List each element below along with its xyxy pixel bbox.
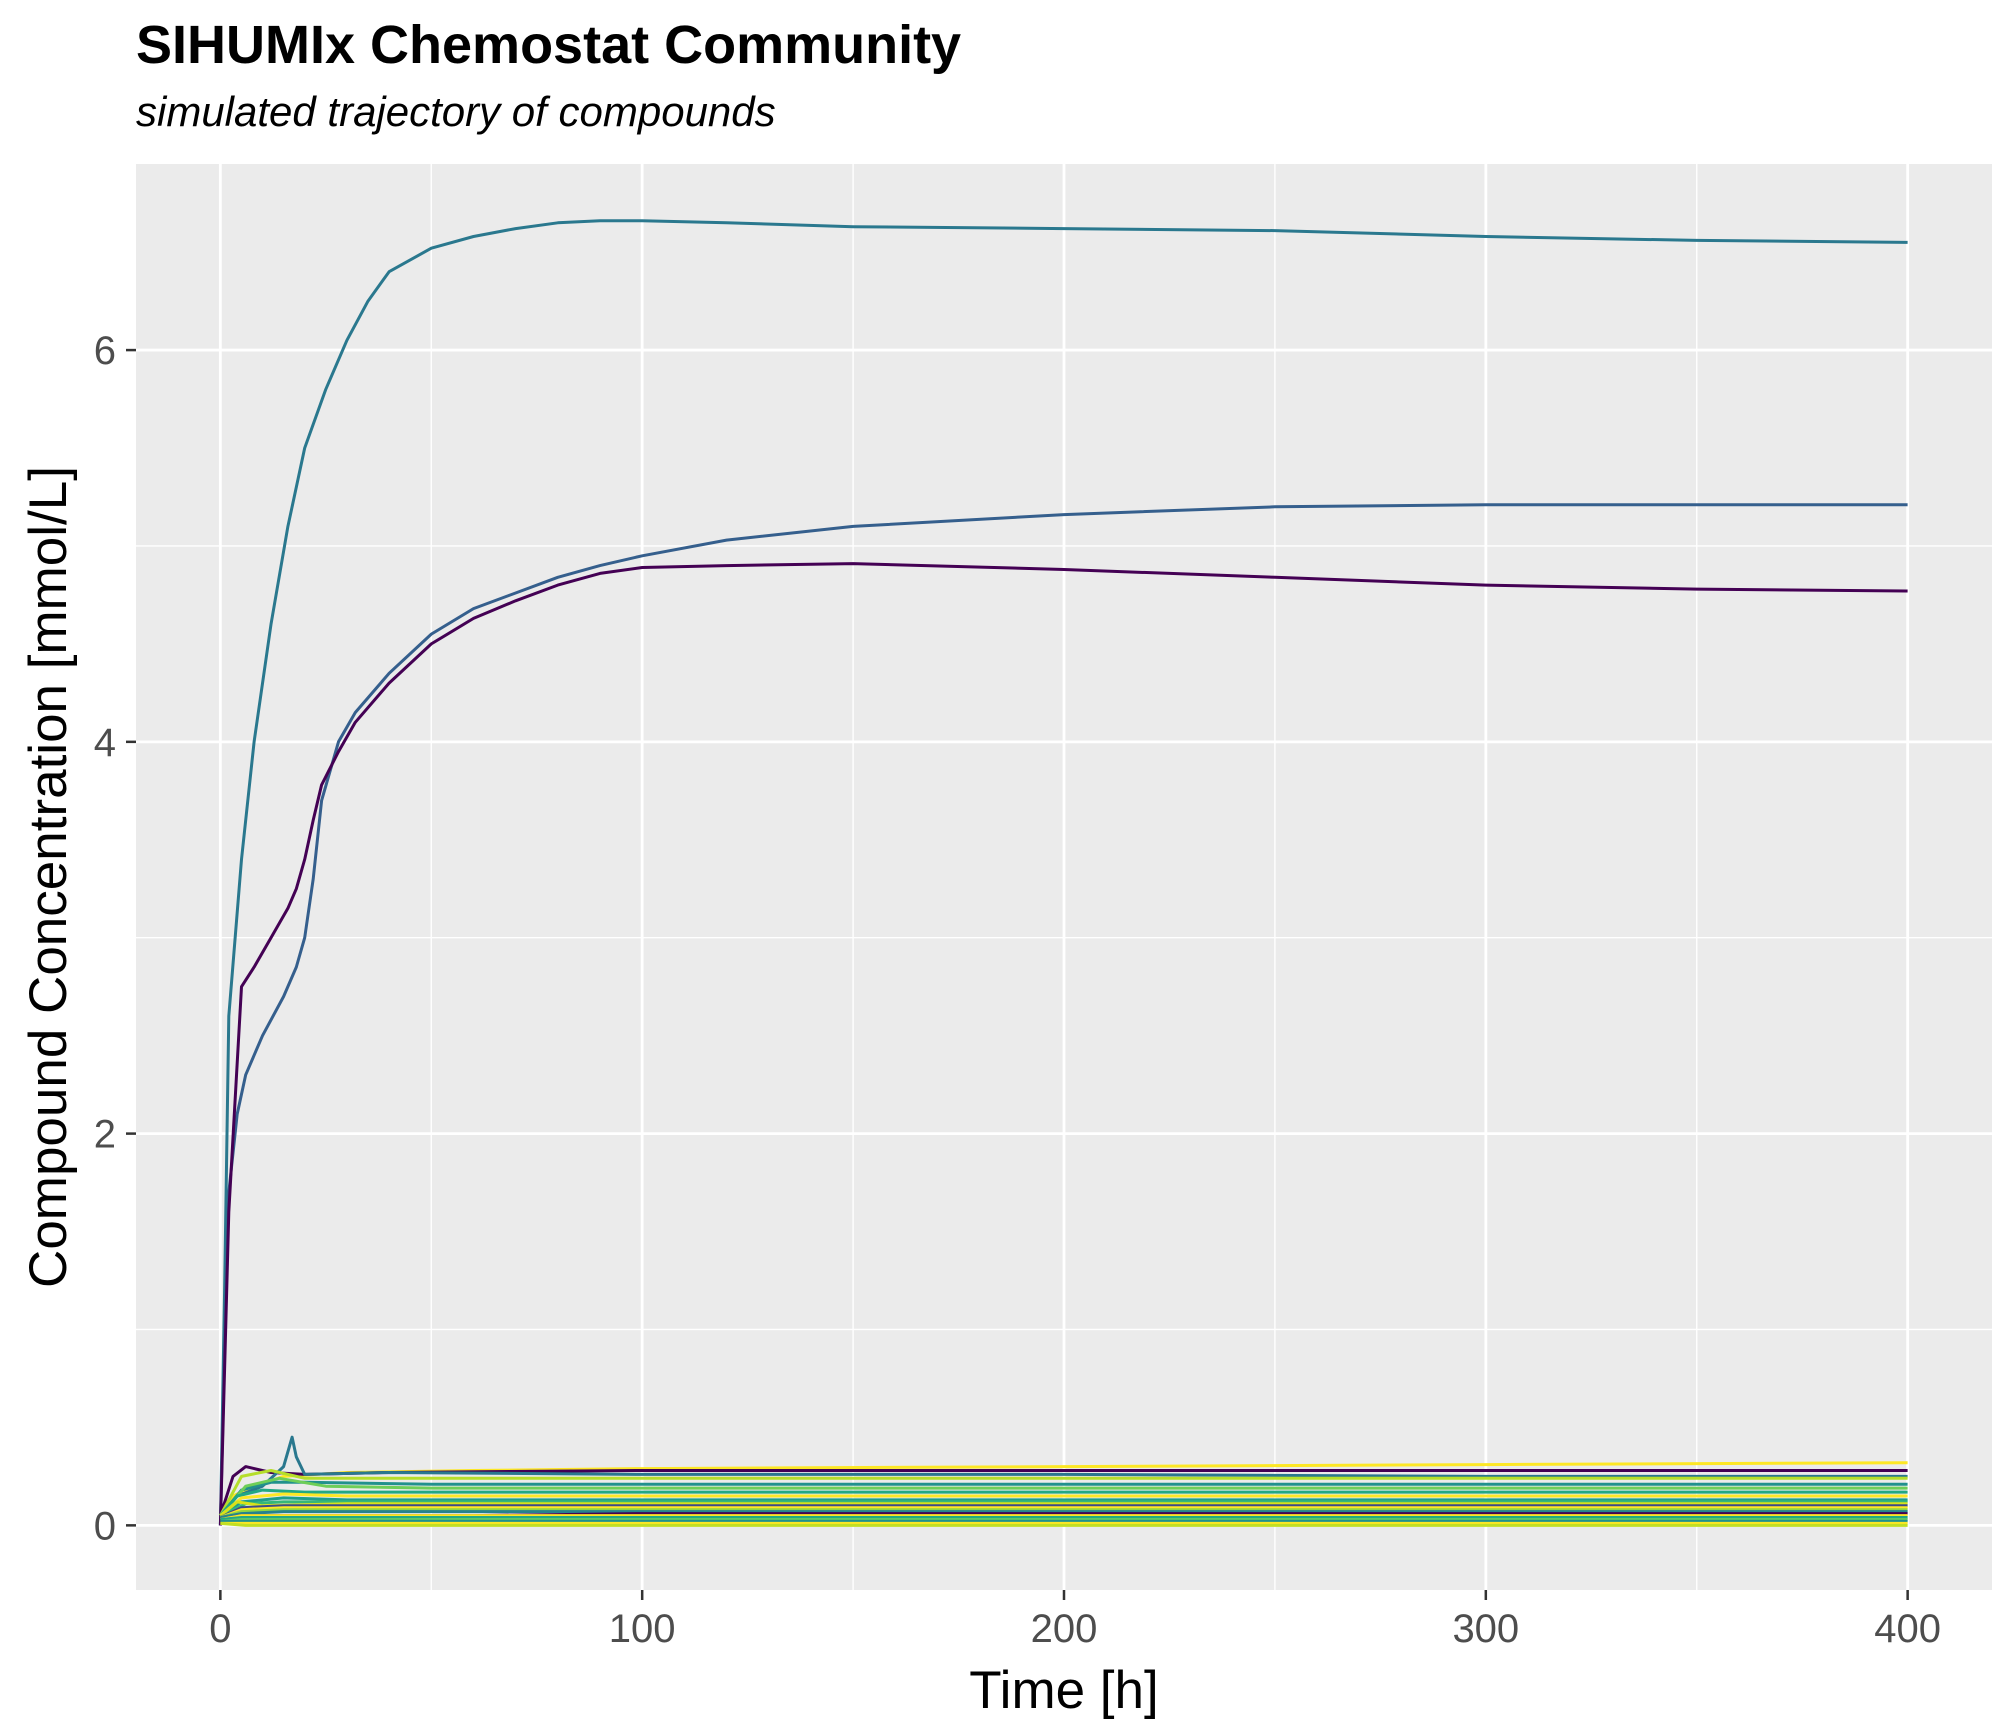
y-tick-label: 4 (94, 721, 116, 765)
series-line-15 (219, 1504, 1908, 1519)
x-tick-label: 300 (1452, 1607, 1519, 1651)
series-line-18 (220, 1510, 1908, 1519)
x-axis-title: Time [h] (969, 1661, 1158, 1720)
chart-title: SIHUMIx Chemostat Community (136, 15, 962, 75)
x-axis-ticks: 0 100 200 300 400 (209, 1590, 1941, 1651)
series-line-16 (219, 1506, 1908, 1519)
series-line-25 (220, 1521, 1908, 1527)
y-tick-label: 2 (94, 1113, 116, 1157)
chart-subtitle: simulated trajectory of compounds (136, 88, 776, 135)
series-line-20 (220, 1514, 1908, 1521)
x-tick-label: 0 (209, 1607, 231, 1651)
series-lines (218, 219, 1908, 1527)
y-axis-title: Compound Concentration [mmol/L] (19, 466, 78, 1288)
series-line-7 (219, 1469, 1908, 1517)
series-line-6 (219, 1435, 1908, 1517)
series-line-21 (220, 1516, 1908, 1521)
series-line-8 (219, 1480, 1908, 1517)
y-axis-ticks: 0 2 4 6 (94, 329, 136, 1548)
x-tick-label: 200 (1031, 1607, 1098, 1651)
series-line-1 (218, 219, 1908, 1526)
series-line-9 (219, 1476, 1908, 1517)
y-tick-label: 6 (94, 329, 116, 373)
series-line-3 (218, 562, 1908, 1526)
series-line-12 (219, 1496, 1908, 1517)
series-line-22 (220, 1518, 1908, 1523)
series-line-10 (219, 1488, 1908, 1517)
series-line-17 (219, 1508, 1908, 1519)
series-line-11 (219, 1492, 1908, 1517)
y-tick-label: 0 (94, 1504, 116, 1548)
series-line-14 (219, 1500, 1908, 1517)
x-tick-label: 400 (1874, 1607, 1941, 1651)
x-tick-label: 100 (609, 1607, 676, 1651)
series-line-2 (218, 503, 1908, 1526)
